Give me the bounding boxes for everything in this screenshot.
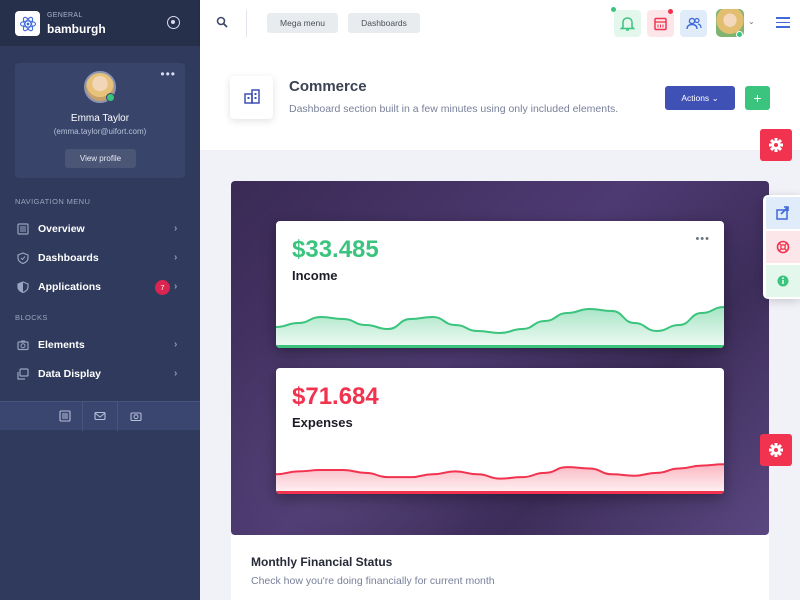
more-options-icon[interactable]: ••• — [695, 233, 710, 245]
divider — [117, 402, 118, 431]
divider — [82, 402, 83, 431]
sidebar-item-label: Applications — [38, 281, 102, 293]
buildings-icon — [244, 89, 260, 104]
expenses-baseline — [276, 491, 724, 494]
lifebuoy-icon — [776, 240, 790, 254]
nav-heading-blocks: BLOCKS — [15, 313, 48, 322]
profile-name: Emma Taylor — [70, 113, 130, 124]
sidebar-item-data-display[interactable]: Data Display › — [0, 360, 200, 388]
users-icon — [686, 17, 702, 30]
bell-icon — [619, 17, 636, 31]
expenses-label: Expenses — [292, 415, 353, 430]
nav-heading-navigation: NAVIGATION MENU — [15, 197, 91, 206]
users-button[interactable] — [680, 10, 707, 37]
online-status-dot — [736, 31, 743, 38]
sidebar-item-label: Data Display — [38, 368, 102, 380]
add-button[interactable]: + — [745, 86, 770, 110]
income-chart — [276, 306, 724, 348]
list-icon[interactable] — [59, 410, 71, 422]
chevron-right-icon: › — [174, 281, 178, 292]
monthly-status-title: Monthly Financial Status — [251, 555, 393, 569]
sidebar-item-label: Elements — [38, 339, 85, 351]
camera-icon[interactable] — [130, 410, 142, 422]
share-icon — [776, 206, 789, 220]
chevron-right-icon: › — [174, 252, 178, 263]
expenses-value: $71.684 — [292, 383, 379, 410]
income-card: ••• $33.485 Income — [276, 221, 724, 348]
chevron-right-icon: › — [174, 223, 178, 234]
income-line — [276, 306, 724, 335]
mail-icon[interactable] — [94, 410, 106, 422]
status-dot — [668, 9, 673, 14]
shield-half-icon — [17, 281, 29, 293]
list-icon — [17, 223, 29, 235]
gear-icon — [769, 138, 783, 152]
sidebar-item-dashboards[interactable]: Dashboards › — [0, 244, 200, 272]
calendar-icon — [654, 17, 667, 31]
more-options-icon[interactable]: ••• — [160, 67, 176, 81]
status-dot — [611, 7, 616, 12]
floating-toolbar — [763, 195, 800, 299]
notification-badge: 7 — [155, 280, 170, 295]
bell-button[interactable] — [614, 10, 641, 37]
search-icon[interactable] — [216, 16, 228, 28]
profile-email: (emma.taylor@uifort.com) — [53, 127, 147, 136]
chevron-down-icon[interactable]: ⌄ — [748, 17, 755, 26]
mega-menu-button[interactable]: Mega menu — [267, 13, 338, 33]
brand-name: bamburgh — [47, 22, 106, 36]
brand-subtitle: GENERAL — [47, 12, 83, 19]
camera-icon — [17, 340, 29, 351]
info-button[interactable] — [766, 265, 800, 297]
income-area — [276, 307, 724, 347]
sidebar-item-overview[interactable]: Overview › — [0, 215, 200, 243]
profile-card: ••• Emma Taylor (emma.taylor@uifort.com)… — [15, 63, 185, 178]
images-icon — [17, 368, 29, 380]
sidebar: GENERAL bamburgh ••• Emma Taylor (emma.t… — [0, 0, 200, 600]
settings-button[interactable] — [760, 129, 792, 161]
sidebar-item-elements[interactable]: Elements › — [0, 331, 200, 359]
react-logo-icon[interactable] — [15, 11, 40, 36]
chevron-down-icon: ⌄ — [711, 92, 719, 103]
monthly-status-card — [231, 535, 769, 600]
menu-icon[interactable] — [776, 17, 790, 28]
page-subtitle: Dashboard section built in a few minutes… — [289, 103, 619, 115]
income-baseline — [276, 345, 724, 348]
divider — [246, 10, 247, 37]
share-button[interactable] — [766, 197, 800, 229]
top-header: Mega menu Dashboards — [200, 0, 800, 46]
sidebar-bottom-toolbar — [0, 401, 200, 431]
page-icon — [230, 76, 273, 119]
actions-label: Actions — [681, 92, 710, 103]
expenses-card: $71.684 Expenses — [276, 368, 724, 494]
shield-icon — [17, 252, 29, 264]
monthly-status-subtitle: Check how you're doing financially for c… — [251, 575, 495, 587]
calendar-button[interactable] — [647, 10, 674, 37]
sidebar-toggle-icon[interactable] — [167, 16, 180, 29]
view-profile-button[interactable]: View profile — [65, 149, 136, 168]
income-value: $33.485 — [292, 236, 379, 263]
support-button[interactable] — [766, 231, 800, 263]
sidebar-item-applications[interactable]: Applications 7 › — [0, 273, 200, 301]
gear-icon — [769, 443, 783, 457]
income-label: Income — [292, 268, 338, 283]
info-icon — [777, 275, 789, 287]
expenses-chart — [276, 463, 724, 494]
settings-button[interactable] — [760, 434, 792, 466]
chevron-right-icon: › — [174, 368, 178, 379]
chevron-right-icon: › — [174, 339, 178, 350]
dashboards-button[interactable]: Dashboards — [348, 13, 420, 33]
actions-button[interactable]: Actions ⌄ — [665, 86, 735, 110]
sidebar-item-label: Dashboards — [38, 252, 99, 264]
sidebar-item-label: Overview — [38, 223, 85, 235]
expenses-line — [276, 463, 724, 480]
logo-bar: GENERAL bamburgh — [0, 0, 200, 46]
online-status-dot — [106, 93, 115, 102]
page-title: Commerce — [289, 78, 367, 95]
